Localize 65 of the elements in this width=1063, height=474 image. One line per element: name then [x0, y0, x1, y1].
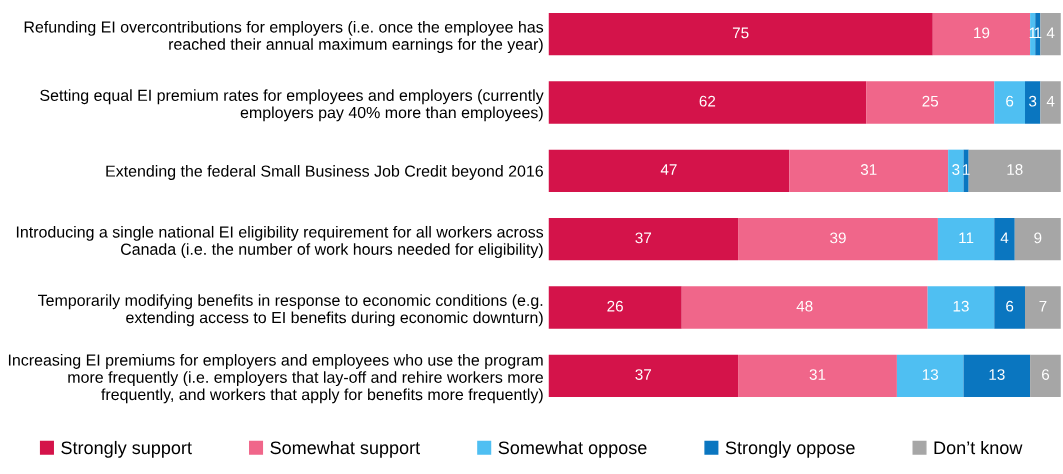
data-label: 13 — [989, 369, 1005, 380]
y-tick-label: Setting equal EI premium rates for employees and employers (currently employers pay 40% more than employees) — [40, 89, 544, 122]
bar — [963, 354, 1031, 398]
bar — [1040, 12, 1061, 56]
y-tick-label: Refunding EI overcontributions for employers (i.e. once the employee has reached their annual maximum earnings for the year) — [24, 20, 544, 54]
legend-label: Somewhat oppose — [498, 440, 647, 458]
bar — [1025, 286, 1061, 329]
data-label: 4 — [1046, 95, 1055, 107]
y-tick-label: Increasing EI premiums for employers and employees who use the program more frequently (i.e. employers that lay-off and rehire workers more frequently, and workers that apply for benefits more frequently) — [8, 354, 543, 404]
bar — [789, 149, 949, 193]
bar — [1040, 81, 1061, 124]
data-label: 9 — [1034, 232, 1042, 244]
data-label: 11 — [959, 232, 974, 244]
data-label: 39 — [830, 232, 846, 244]
data-label: 26 — [607, 300, 623, 312]
data-label: 3 — [1029, 95, 1037, 107]
bar — [548, 149, 790, 193]
data-label: 13 — [953, 300, 969, 312]
bar — [994, 286, 1026, 329]
bar — [927, 286, 995, 329]
bar — [994, 81, 1026, 124]
data-label: 6 — [1042, 369, 1050, 380]
bar — [738, 354, 897, 398]
legend-label: Somewhat support — [270, 440, 420, 458]
bar — [1014, 217, 1061, 261]
bar — [968, 149, 1061, 193]
y-tick-label: Temporarily modifying benefits in response to economic conditions (e.g. extending access to EI benefits during economic downturn) — [38, 294, 543, 327]
data-label: 18 — [1007, 164, 1023, 175]
bar — [896, 354, 964, 398]
data-label: 6 — [1006, 300, 1014, 312]
bar — [738, 217, 938, 261]
data-label: 37 — [635, 232, 652, 244]
data-label: 31 — [860, 164, 877, 175]
data-label: 19 — [974, 27, 990, 39]
data-label: 48 — [796, 300, 813, 312]
bar — [937, 217, 995, 261]
bar — [1030, 354, 1061, 398]
bar — [948, 149, 964, 193]
legend-label: Strongly oppose — [725, 440, 855, 458]
data-label: 7 — [1039, 300, 1047, 312]
bar — [1025, 81, 1041, 124]
bar — [994, 217, 1015, 261]
data-label: 3 — [952, 164, 960, 175]
data-label: 37 — [635, 369, 652, 380]
legend-label: Don’t know — [934, 440, 1023, 455]
bar — [548, 81, 867, 124]
data-label: 13 — [922, 369, 939, 380]
data-label: 62 — [699, 95, 716, 107]
bar — [866, 81, 995, 124]
data-label: 4 — [1000, 232, 1009, 244]
data-label: 75 — [732, 27, 749, 39]
bar — [548, 354, 739, 398]
bar — [548, 286, 682, 329]
y-tick-label: Introducing a single national EI eligibility requirement for all workers across Canada (i.e. the number of work hours needed for eligibility) — [16, 225, 544, 259]
data-label: 47 — [660, 164, 677, 175]
data-label: 4 — [1046, 27, 1055, 39]
data-label: 31 — [809, 369, 826, 380]
y-tick-label: Extending the federal Small Business Job Credit beyond 2016 — [106, 165, 543, 180]
data-label: 25 — [922, 95, 939, 107]
legend-label: Strongly support — [61, 440, 192, 458]
bar — [548, 12, 933, 56]
bar — [681, 286, 928, 329]
data-label: 6 — [1006, 95, 1014, 107]
bar — [548, 217, 739, 261]
bar — [932, 12, 1031, 56]
